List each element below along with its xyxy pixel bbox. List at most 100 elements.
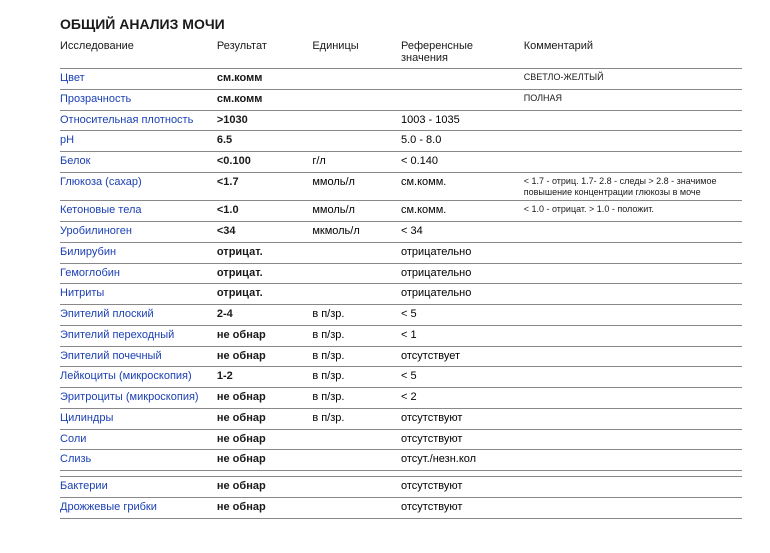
- ref-cell: отсутствует: [401, 346, 524, 367]
- comment-cell: [524, 497, 742, 518]
- ref-cell: < 34: [401, 222, 524, 243]
- test-name-cell: Цилиндры: [60, 408, 217, 429]
- table-row: Эпителий переходныйне обнарв п/зр.< 1: [60, 325, 742, 346]
- test-name-cell: Глюкоза (сахар): [60, 172, 217, 201]
- result-cell: <0.100: [217, 152, 312, 173]
- ref-cell: [401, 89, 524, 110]
- comment-cell: [524, 346, 742, 367]
- units-cell: в п/зр.: [312, 346, 401, 367]
- comment-cell: СВЕТЛО-ЖЕЛТЫЙ: [524, 69, 742, 90]
- result-cell: отрицат.: [217, 242, 312, 263]
- ref-cell: 5.0 - 8.0: [401, 131, 524, 152]
- comment-cell: [524, 325, 742, 346]
- units-cell: [312, 497, 401, 518]
- header-row: Исследование Результат Единицы Референсн…: [60, 36, 742, 69]
- result-cell: отрицат.: [217, 263, 312, 284]
- units-cell: [312, 263, 401, 284]
- table-row: Дрожжевые грибкине обнар отсутствуют: [60, 497, 742, 518]
- result-cell: отрицат.: [217, 284, 312, 305]
- results-table: Исследование Результат Единицы Референсн…: [60, 36, 742, 519]
- result-cell: не обнар: [217, 497, 312, 518]
- comment-cell: [524, 429, 742, 450]
- comment-cell: [524, 222, 742, 243]
- ref-cell: отсутствуют: [401, 408, 524, 429]
- result-cell: не обнар: [217, 477, 312, 498]
- test-name-cell: Уробилиноген: [60, 222, 217, 243]
- ref-cell: см.комм.: [401, 201, 524, 222]
- comment-cell: [524, 305, 742, 326]
- test-name-cell: Лейкоциты (микроскопия): [60, 367, 217, 388]
- table-row: Кетоновые тела<1.0ммоль/лсм.комм.< 1.0 -…: [60, 201, 742, 222]
- ref-cell: < 5: [401, 305, 524, 326]
- table-row: Солине обнаротсутствуют: [60, 429, 742, 450]
- header-ref: Референсные значения: [401, 36, 524, 69]
- result-cell: <1.0: [217, 201, 312, 222]
- ref-cell: отрицательно: [401, 284, 524, 305]
- header-result: Результат: [217, 36, 312, 69]
- test-name-cell: Дрожжевые грибки: [60, 497, 217, 518]
- ref-cell: отсутствуют: [401, 497, 524, 518]
- comment-cell: [524, 408, 742, 429]
- test-name-cell: Нитриты: [60, 284, 217, 305]
- ref-cell: < 1: [401, 325, 524, 346]
- units-cell: г/л: [312, 152, 401, 173]
- result-cell: не обнар: [217, 388, 312, 409]
- units-cell: [312, 110, 401, 131]
- units-cell: [312, 69, 401, 90]
- test-name-cell: Прозрачность: [60, 89, 217, 110]
- test-name-cell: Кетоновые тела: [60, 201, 217, 222]
- units-cell: [312, 131, 401, 152]
- comment-cell: [524, 477, 742, 498]
- units-cell: ммоль/л: [312, 201, 401, 222]
- units-cell: мкмоль/л: [312, 222, 401, 243]
- test-name-cell: Эпителий почечный: [60, 346, 217, 367]
- ref-cell: отсутствуют: [401, 429, 524, 450]
- comment-cell: [524, 110, 742, 131]
- ref-cell: отрицательно: [401, 242, 524, 263]
- test-name-cell: Билирубин: [60, 242, 217, 263]
- test-name-cell: Белок: [60, 152, 217, 173]
- table-row: Гемоглобинотрицат. отрицательно: [60, 263, 742, 284]
- test-name-cell: Соли: [60, 429, 217, 450]
- result-cell: 1-2: [217, 367, 312, 388]
- ref-cell: < 2: [401, 388, 524, 409]
- result-cell: см.комм: [217, 69, 312, 90]
- ref-cell: < 0.140: [401, 152, 524, 173]
- units-cell: [312, 477, 401, 498]
- table-row: Глюкоза (сахар)<1.7ммоль/лсм.комм.< 1.7 …: [60, 172, 742, 201]
- result-cell: 6.5: [217, 131, 312, 152]
- result-cell: не обнар: [217, 450, 312, 471]
- table-row: pH6.55.0 - 8.0: [60, 131, 742, 152]
- table-row: Уробилиноген<34мкмоль/л< 34: [60, 222, 742, 243]
- ref-cell: отрицательно: [401, 263, 524, 284]
- test-name-cell: Гемоглобин: [60, 263, 217, 284]
- header-comment: Комментарий: [524, 36, 742, 69]
- ref-cell: отсутствуют: [401, 477, 524, 498]
- table-row: Эпителий плоский2-4в п/зр.< 5: [60, 305, 742, 326]
- table-row: Слизьне обнар отсут./незн.кол: [60, 450, 742, 471]
- ref-cell: < 5: [401, 367, 524, 388]
- result-cell: 2-4: [217, 305, 312, 326]
- result-cell: не обнар: [217, 408, 312, 429]
- ref-cell: отсут./незн.кол: [401, 450, 524, 471]
- result-cell: см.комм: [217, 89, 312, 110]
- comment-cell: < 1.7 - отриц. 1.7- 2.8 - следы > 2.8 - …: [524, 172, 742, 201]
- units-cell: [312, 450, 401, 471]
- test-name-cell: Относительная плотность: [60, 110, 217, 131]
- table-row: Цветсм.коммСВЕТЛО-ЖЕЛТЫЙ: [60, 69, 742, 90]
- table-row: Лейкоциты (микроскопия)1-2в п/зр.< 5: [60, 367, 742, 388]
- result-cell: <1.7: [217, 172, 312, 201]
- test-name-cell: Эпителий плоский: [60, 305, 217, 326]
- units-cell: в п/зр.: [312, 325, 401, 346]
- comment-cell: [524, 367, 742, 388]
- table-row: Нитритыотрицат. отрицательно: [60, 284, 742, 305]
- comment-cell: [524, 450, 742, 471]
- table-row: Бактериине обнаротсутствуют: [60, 477, 742, 498]
- table-row: Относительная плотность>10301003 - 1035: [60, 110, 742, 131]
- comment-cell: [524, 242, 742, 263]
- test-name-cell: Слизь: [60, 450, 217, 471]
- units-cell: [312, 284, 401, 305]
- table-row: Билирубинотрицат. отрицательно: [60, 242, 742, 263]
- table-row: Белок<0.100г/л< 0.140: [60, 152, 742, 173]
- test-name-cell: Эпителий переходный: [60, 325, 217, 346]
